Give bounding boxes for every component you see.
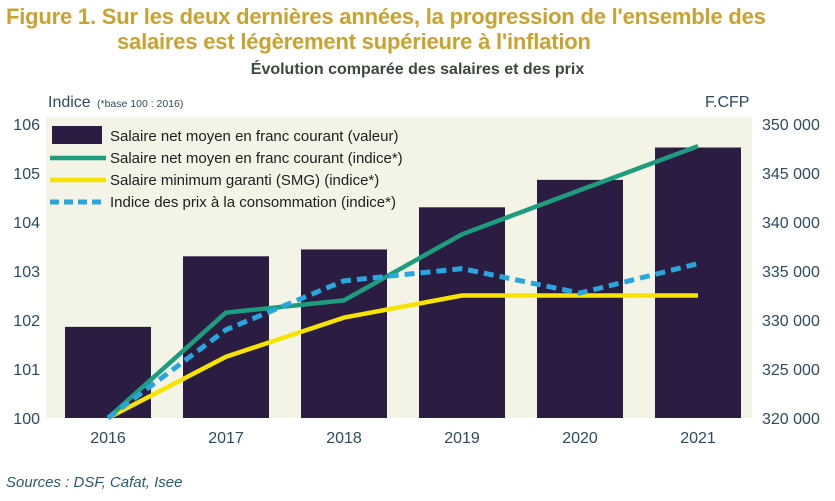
legend-bar-swatch [52, 126, 102, 144]
bar [537, 179, 623, 418]
bar [655, 147, 741, 418]
left-tick-label: 100 [13, 411, 40, 428]
legend-label: Salaire net moyen en franc courant (indi… [110, 150, 403, 167]
series-line-green [106, 143, 699, 420]
right-tick-label: 345 000 [762, 166, 820, 183]
right-tick-label: 320 000 [762, 411, 820, 428]
legend-label: Indice des prix à la consommation (indic… [110, 194, 396, 211]
bar [301, 249, 387, 418]
right-axis-label: F.CFP [705, 94, 749, 111]
series-line-dashed-blue [106, 261, 699, 421]
legend-label: Salaire minimum garanti (SMG) (indice*) [110, 172, 379, 189]
x-tick-label: 2016 [90, 430, 126, 447]
left-tick-label: 102 [13, 313, 40, 330]
x-tick-label: 2019 [444, 430, 480, 447]
chart-title: Évolution comparée des salaires et des p… [250, 61, 585, 78]
left-axis-label: Indice [48, 94, 91, 111]
right-tick-label: 340 000 [762, 215, 820, 232]
line-series [106, 143, 699, 421]
x-axis-ticks: 2016 2017 2018 2019 2020 2021 [90, 430, 716, 447]
bar [419, 207, 505, 418]
legend: Salaire net moyen en franc courant (vale… [50, 126, 403, 211]
x-tick-label: 2018 [326, 430, 362, 447]
right-tick-label: 325 000 [762, 362, 820, 379]
figure-title-line1: Figure 1. Sur les deux dernières années,… [6, 4, 766, 29]
left-tick-label: 103 [13, 264, 40, 281]
x-tick-label: 2021 [680, 430, 716, 447]
left-tick-label: 105 [13, 166, 40, 183]
x-tick-label: 2017 [208, 430, 244, 447]
figure-title-line2: salaires est légèrement supérieure à l'i… [117, 29, 591, 54]
left-axis-ticks: 100 101 102 103 104 105 106 [13, 117, 40, 428]
left-tick-label: 101 [13, 362, 40, 379]
legend-label: Salaire net moyen en franc courant (vale… [110, 128, 398, 145]
sources-note: Sources : DSF, Cafat, Isee [6, 474, 183, 491]
figure-title: Figure 1. Sur les deux dernières années,… [6, 4, 832, 54]
right-tick-label: 335 000 [762, 264, 820, 281]
right-tick-label: 330 000 [762, 313, 820, 330]
left-axis-note: (*base 100 : 2016) [97, 98, 183, 110]
right-axis-ticks: 320 000 325 000 330 000 335 000 340 000 345 0… [762, 117, 820, 428]
series-line-yellow [106, 293, 698, 420]
right-tick-label: 350 000 [762, 117, 820, 134]
x-tick-label: 2020 [562, 430, 598, 447]
left-tick-label: 106 [13, 117, 40, 134]
left-tick-label: 104 [13, 215, 40, 232]
